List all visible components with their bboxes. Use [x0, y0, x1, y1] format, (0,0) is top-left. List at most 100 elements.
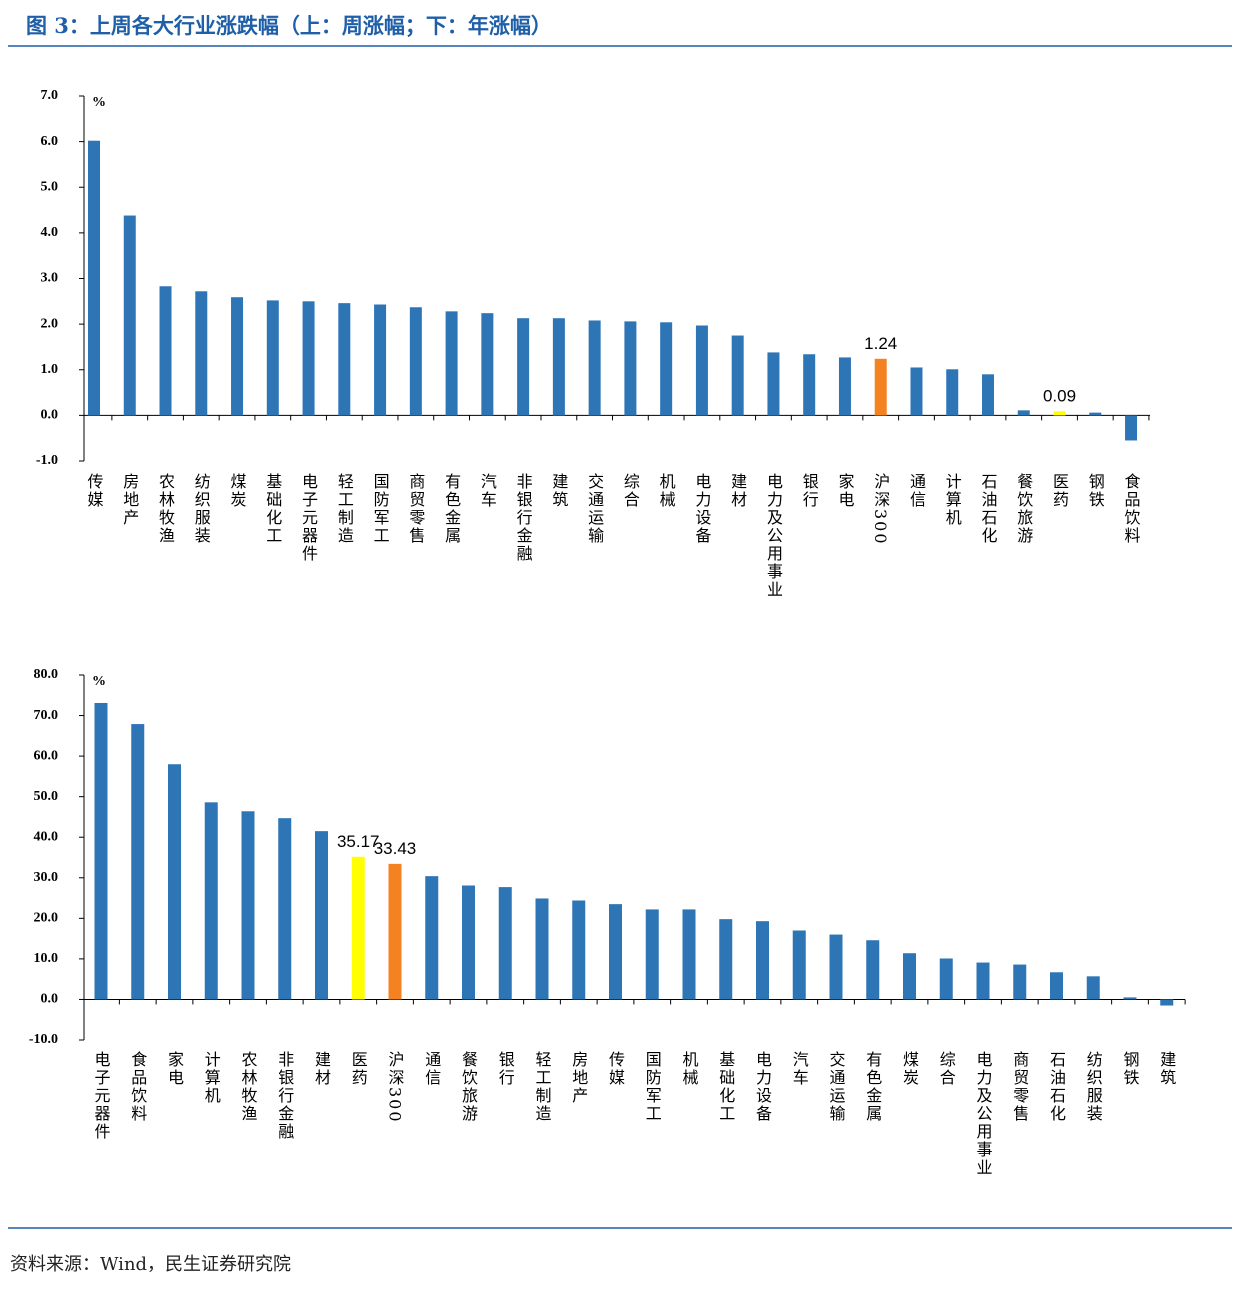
x-tick-label: 有色金属 — [442, 473, 461, 545]
bar — [338, 303, 351, 416]
x-tick-label: 商贸零售 — [406, 473, 425, 545]
bar — [462, 885, 475, 1000]
x-tick-label: 基础化工 — [716, 1051, 735, 1123]
bar — [241, 811, 255, 1000]
bar — [903, 953, 916, 1000]
bar — [517, 318, 530, 416]
bar — [159, 286, 172, 416]
bar — [481, 313, 494, 416]
x-tick-label: 商贸零售 — [1010, 1051, 1029, 1123]
y-tick-label: 5.0 — [41, 179, 59, 194]
x-tick-label: 建筑 — [549, 473, 568, 509]
x-tick-label: 轻工制造 — [335, 473, 354, 545]
y-tick-label: 20.0 — [34, 911, 59, 926]
x-tick-label: 电力及公用事业 — [764, 473, 783, 599]
bar — [1017, 410, 1030, 416]
x-tick-label: 交通运输 — [585, 473, 604, 545]
bar — [204, 802, 218, 1000]
x-tick-label: 家电 — [165, 1051, 184, 1087]
x-tick-label: 煤炭 — [228, 473, 247, 509]
x-tick-label: 农林牧渔 — [156, 473, 175, 545]
x-tick-label: 银行 — [800, 473, 819, 509]
y-tick-label: 10.0 — [34, 951, 59, 966]
bar — [535, 898, 549, 1000]
y-tick-label: 4.0 — [41, 225, 59, 240]
bar — [767, 352, 780, 416]
bar — [231, 297, 244, 416]
x-tick-label: 餐饮旅游 — [1014, 473, 1033, 545]
x-tick-label: 有色金属 — [863, 1051, 882, 1123]
y-tick-label: 1.0 — [41, 362, 59, 377]
source: 资料来源：Wind，民生证券研究院 — [10, 1254, 291, 1275]
bar — [1160, 999, 1174, 1006]
value-label: 1.24 — [864, 334, 897, 353]
x-tick-label: 综合 — [937, 1051, 956, 1087]
bar — [278, 818, 292, 1000]
bar — [976, 962, 990, 1000]
x-tick-label: 综合 — [621, 473, 640, 509]
x-tick-label: 传媒 — [606, 1051, 625, 1087]
x-tick-label: 煤炭 — [900, 1051, 919, 1087]
bar — [94, 702, 108, 1000]
bar — [131, 724, 145, 1000]
x-tick-label: 石油石化 — [1047, 1051, 1066, 1123]
y-tick-label: 2.0 — [41, 316, 59, 331]
bar — [682, 909, 696, 1000]
bar — [660, 322, 673, 416]
x-tick-label: 纺织服装 — [1084, 1051, 1103, 1123]
y-tick-label: -1.0 — [36, 453, 58, 468]
x-tick-label: 非银行金融 — [275, 1051, 294, 1141]
bar — [1053, 411, 1066, 416]
x-tick-label: 电子元器件 — [299, 473, 318, 563]
x-tick-label: 电力及公用事业 — [974, 1051, 993, 1177]
x-tick-label: 汽车 — [790, 1051, 809, 1087]
bar — [731, 335, 744, 416]
bar — [624, 321, 637, 416]
bar — [1123, 997, 1137, 1000]
bar — [302, 301, 315, 416]
y-tick-label: 0.0 — [41, 408, 59, 423]
x-tick-label: 计算机 — [202, 1051, 221, 1105]
bar — [829, 934, 843, 1000]
y-tick-label: 60.0 — [34, 748, 59, 763]
x-tick-label: 医药 — [1050, 473, 1069, 509]
y-tick-label: -10.0 — [29, 1032, 58, 1047]
bar — [645, 909, 659, 1000]
y-tick-label: 50.0 — [34, 789, 59, 804]
x-tick-label: 电力设备 — [692, 473, 711, 545]
value-label: 0.09 — [1043, 386, 1076, 405]
bar — [425, 876, 439, 1000]
x-tick-label: 银行 — [496, 1051, 515, 1087]
bar — [498, 887, 512, 1000]
x-tick-label: 建筑 — [1157, 1051, 1176, 1087]
x-tick-label: 建材 — [312, 1051, 331, 1087]
x-tick-label: 机械 — [657, 473, 676, 509]
bar — [445, 311, 458, 416]
y-tick-label: 30.0 — [34, 870, 59, 885]
x-tick-label: 建材 — [728, 473, 747, 509]
bar — [315, 831, 328, 1000]
x-tick-label: 纺织服装 — [192, 473, 211, 545]
x-tick-label: 电子元器件 — [92, 1051, 111, 1141]
bar — [838, 357, 851, 416]
bar — [552, 318, 565, 416]
x-tick-label: 食品饮料 — [1122, 473, 1141, 545]
x-tick-label: 沪深300 — [871, 473, 890, 546]
x-tick-label: 轻工制造 — [533, 1051, 552, 1123]
y-tick-label: 80.0 — [34, 667, 59, 682]
x-tick-label: 通信 — [907, 473, 926, 509]
bar — [792, 930, 806, 1000]
x-tick-label: 食品饮料 — [128, 1051, 147, 1123]
y-tick-label: 7.0 — [41, 88, 59, 103]
bar — [719, 919, 733, 1000]
x-tick-label: 家电 — [835, 473, 854, 509]
bar — [1013, 964, 1027, 1000]
bar — [866, 940, 880, 1000]
x-tick-label: 通信 — [422, 1051, 441, 1087]
bar — [874, 358, 887, 416]
y-unit: % — [92, 95, 106, 110]
y-unit: % — [92, 674, 106, 689]
x-tick-label: 餐饮旅游 — [459, 1051, 478, 1123]
bar — [803, 354, 816, 416]
x-tick-label: 钢铁 — [1121, 1051, 1140, 1087]
